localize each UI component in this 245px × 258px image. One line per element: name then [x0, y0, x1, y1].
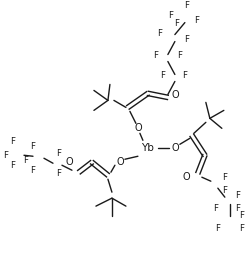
Text: F: F	[222, 186, 227, 195]
Text: F: F	[56, 149, 61, 158]
Text: O: O	[134, 123, 142, 133]
Text: F: F	[177, 51, 182, 60]
Text: F: F	[168, 11, 173, 20]
Text: F: F	[194, 16, 199, 25]
Text: F: F	[184, 1, 189, 10]
Text: F: F	[11, 137, 15, 146]
Text: O: O	[116, 157, 124, 167]
Text: F: F	[235, 191, 240, 200]
Text: F: F	[56, 169, 61, 178]
Text: F: F	[213, 204, 218, 213]
Text: O: O	[171, 90, 179, 100]
Text: F: F	[157, 29, 162, 38]
Text: F: F	[160, 71, 165, 80]
Text: F: F	[30, 166, 36, 175]
Text: F: F	[174, 19, 179, 28]
Text: F: F	[24, 156, 28, 165]
Text: F: F	[182, 71, 187, 80]
Text: F: F	[215, 224, 220, 232]
Text: O: O	[182, 172, 190, 182]
Text: O: O	[65, 157, 73, 167]
Text: F: F	[222, 173, 227, 182]
Text: F: F	[184, 35, 189, 44]
Text: F: F	[153, 51, 158, 60]
Text: F: F	[3, 151, 9, 160]
Text: Yb: Yb	[141, 143, 154, 153]
Text: F: F	[239, 211, 244, 220]
Text: F: F	[235, 204, 240, 213]
Text: F: F	[30, 142, 36, 151]
Text: O: O	[171, 143, 179, 153]
Text: F: F	[239, 224, 244, 232]
Text: F: F	[11, 161, 15, 170]
